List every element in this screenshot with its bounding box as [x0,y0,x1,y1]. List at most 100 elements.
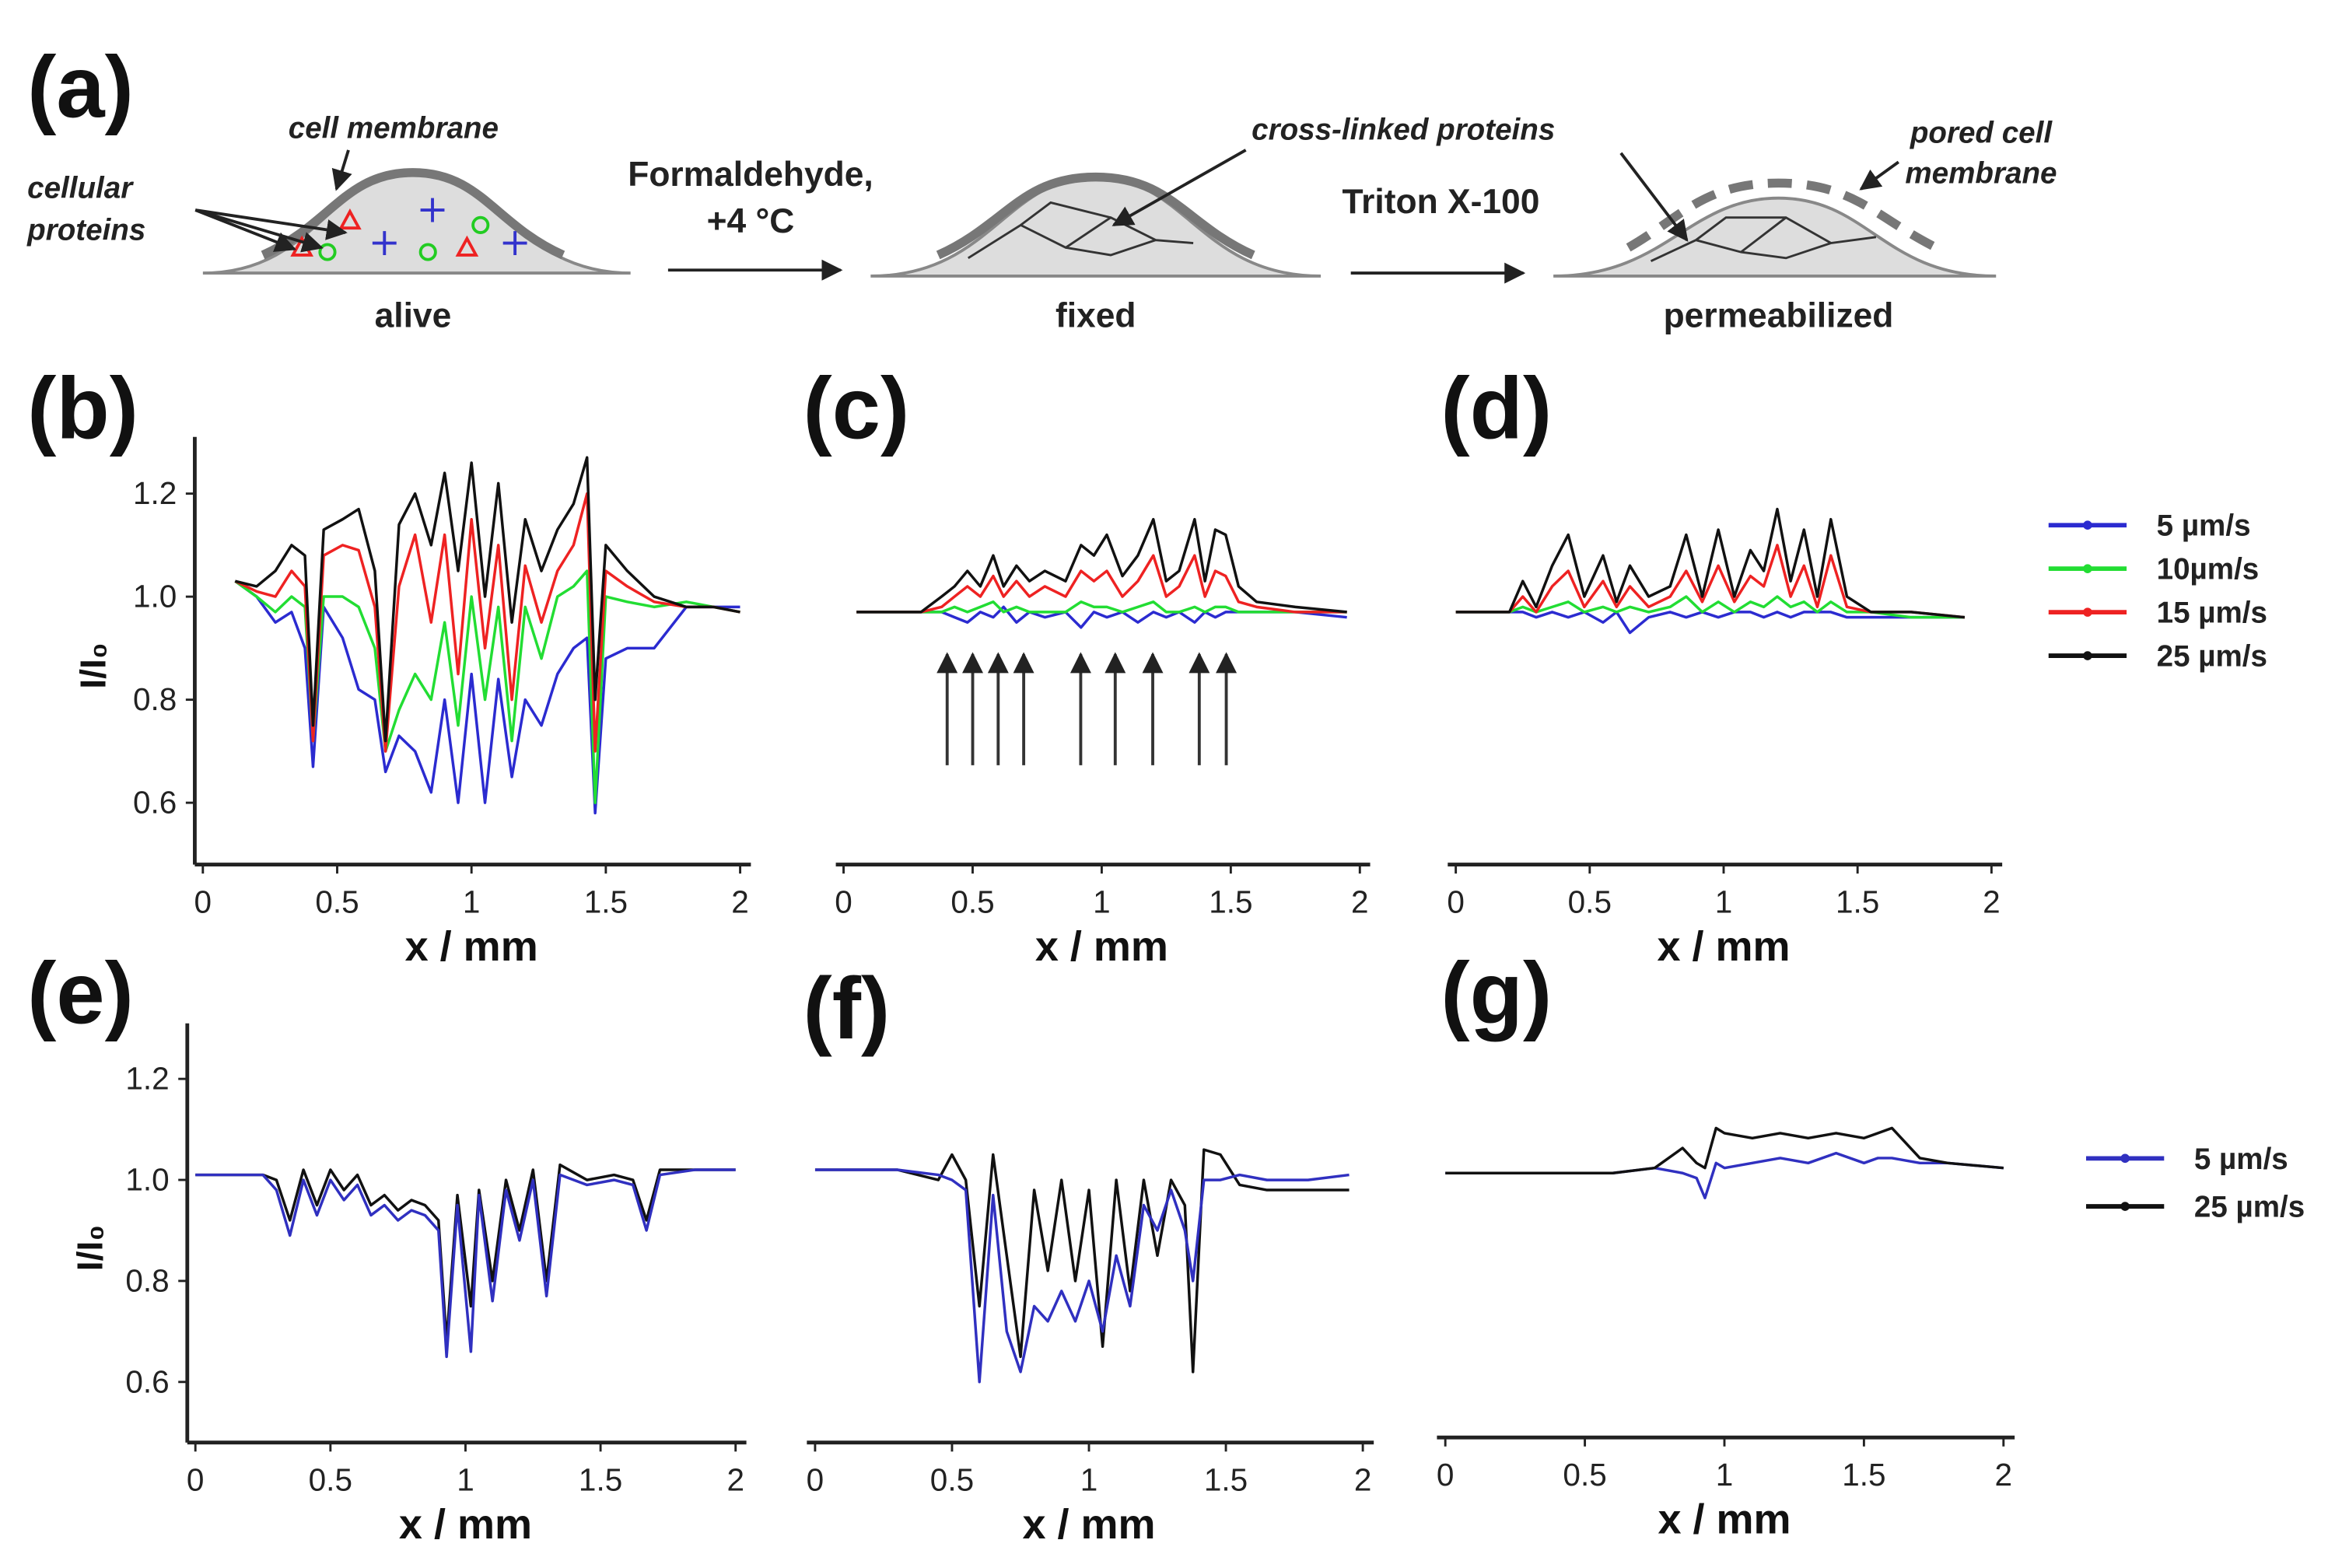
x-axis-label: x / mm [405,923,538,970]
label: pored cell [1910,116,2053,149]
x-tick-label: 1.5 [1842,1457,1885,1493]
crosslinks [1650,216,1877,262]
legend-marker [2083,607,2092,617]
x-tick-label: 1 [1716,1457,1734,1493]
x-tick-label: 0 [187,1461,205,1497]
x-axis-label: x / mm [1657,923,1790,970]
membrane [261,168,565,260]
legend-marker [2083,520,2092,530]
label: Triton X-100 [1342,183,1539,221]
label: fixed [1055,297,1136,335]
x-tick-label: 0.5 [1568,884,1612,919]
x-tick-label: 1 [463,884,481,919]
data-line [1445,1151,2004,1199]
peak-arrows [936,652,1238,765]
x-tick-label: 0 [807,1461,824,1497]
legend-label: 25 µm/s [2194,1191,2305,1224]
panel-label: (e) [27,945,134,1042]
y-tick-label: 0.8 [125,1262,169,1298]
arrow [1619,152,1689,242]
legend-label: 5 µm/s [2157,509,2251,543]
x-tick-label: 0.5 [1563,1457,1606,1493]
legend-marker [2120,1202,2130,1211]
x-tick-label: 0.5 [315,884,359,919]
data-line [856,554,1347,614]
y-tick-label: 0.8 [133,681,177,717]
arrow [194,208,324,253]
data-line [856,605,1347,629]
label: proteins [26,214,145,247]
data-line [856,600,1347,614]
y-tick-label: 1.0 [125,1162,169,1198]
x-tick-label: 1.5 [1204,1461,1248,1497]
data-line [1445,1126,2004,1174]
x-tick-label: 2 [1354,1461,1372,1497]
data-line [234,456,740,743]
x-tick-label: 0.5 [930,1461,974,1497]
y-axis-label: I/I₀ [70,1225,110,1271]
panel-label: (a) [27,38,134,135]
x-tick-label: 1.5 [579,1461,622,1497]
x-axis-label: x / mm [399,1501,532,1548]
chart: (c) 0 0.5 1 1.5 2 x / mm [803,359,1371,970]
label: permeabilized [1664,297,1894,335]
arrow [1859,160,1899,191]
y-tick-label: 1.0 [133,579,177,614]
data-line [1455,544,1966,619]
x-tick-label: 0 [835,884,852,919]
x-tick-label: 2 [1995,1457,2013,1493]
label: membrane [1905,156,2057,190]
x-tick-label: 1.5 [1836,884,1879,919]
label: cellular [27,172,134,205]
label: alive [375,297,452,335]
legend-label: 5 µm/s [2194,1143,2288,1176]
label: Formaldehyde, [628,156,873,194]
legend-marker [2120,1153,2130,1164]
panel-label: (c) [803,359,910,457]
x-tick-label: 0 [1437,1457,1455,1493]
data-line [234,492,740,753]
y-tick-label: 1.2 [125,1061,169,1097]
arrow [194,208,297,252]
panel-label: (f) [803,960,891,1057]
x-axis-label: x / mm [1658,1496,1791,1543]
y-tick-label: 0.6 [125,1363,169,1399]
x-tick-label: 2 [726,1461,744,1497]
diagram: (a) cell membrane cellular proteins aliv… [26,38,2057,334]
x-tick-label: 0.5 [309,1461,352,1497]
chart: (d) 0 0.5 1 1.5 2 x / mm 5 µm/s 10µm/s 15 µm/s 25 … [1441,359,2267,970]
panel-label: (b) [27,359,138,457]
x-tick-label: 1 [1715,884,1733,919]
data-line [856,517,1347,614]
x-tick-label: 0 [194,884,212,919]
y-tick-label: 1.2 [133,475,177,511]
legend-label: 10µm/s [2157,553,2260,586]
y-tick-label: 0.6 [133,785,177,821]
membrane [936,172,1255,260]
data-line [814,1148,1350,1374]
y-axis-label: I/I₀ [72,642,113,688]
x-axis-label: x / mm [1022,1501,1155,1548]
legend-label: 25 µm/s [2157,640,2267,674]
x-tick-label: 0.5 [950,884,994,919]
chart: (b) 0 0.5 1 1.5 2 x / mm 0.6 0.8 1.0 1.2 I/I₀ [27,359,751,970]
arrow [194,208,348,240]
x-tick-label: 2 [1351,884,1369,919]
crosslinks [967,201,1194,260]
x-tick-label: 1 [1080,1461,1098,1497]
legend-marker [2083,564,2092,573]
arrow [1111,149,1247,227]
x-axis-label: x / mm [1035,923,1168,970]
data-line [1455,595,1965,619]
data-line [195,1168,736,1359]
x-tick-label: 1.5 [1209,884,1252,919]
x-tick-label: 1 [1093,884,1111,919]
data-line [1455,507,1966,619]
x-tick-label: 0 [1447,884,1465,919]
legend-label: 15 µm/s [2157,597,2267,630]
chart: (e) 0 0.5 1 1.5 2 x / mm 0.6 0.8 1.0 1.2 I/I₀ [27,945,747,1548]
chart: (g) 0 0.5 1 1.5 2 x / mm 5 µm/s 25 µm/s [1437,945,2305,1543]
x-tick-label: 1 [457,1461,474,1497]
